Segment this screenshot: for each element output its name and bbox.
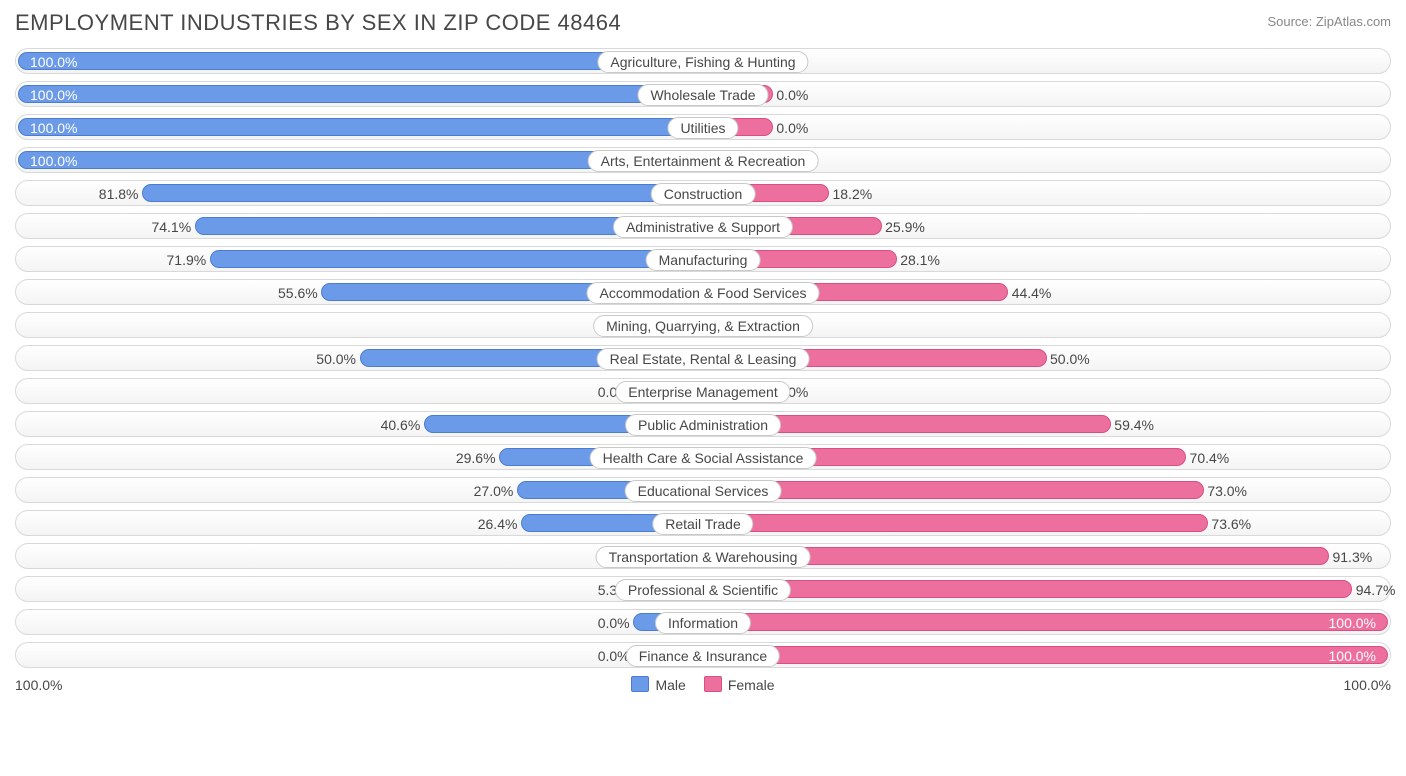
category-label: Wholesale Trade — [637, 84, 768, 106]
male-pct: 100.0% — [30, 82, 77, 108]
category-label: Finance & Insurance — [626, 645, 780, 667]
source-text: Source: ZipAtlas.com — [1267, 14, 1391, 29]
male-bar — [210, 250, 703, 268]
female-pct: 73.6% — [1211, 511, 1251, 537]
chart-row: 27.0% 73.0% Educational Services — [15, 477, 1391, 503]
chart-row: 100.0% 0.0% Utilities — [15, 114, 1391, 140]
female-pct: 59.4% — [1114, 412, 1154, 438]
male-pct: 40.6% — [381, 412, 421, 438]
chart-row: 26.4% 73.6% Retail Trade — [15, 510, 1391, 536]
male-pct: 50.0% — [316, 346, 356, 372]
chart-row: 74.1% 25.9% Administrative & Support — [15, 213, 1391, 239]
category-label: Manufacturing — [646, 249, 761, 271]
male-pct: 100.0% — [30, 115, 77, 141]
female-pct: 100.0% — [1329, 643, 1376, 669]
header: EMPLOYMENT INDUSTRIES BY SEX IN ZIP CODE… — [15, 10, 1391, 36]
category-label: Professional & Scientific — [615, 579, 791, 601]
chart-row: 0.0%0.0%Enterprise Management — [15, 378, 1391, 404]
category-label: Enterprise Management — [615, 381, 790, 403]
male-pct: 100.0% — [30, 49, 77, 75]
female-pct: 0.0% — [776, 82, 808, 108]
chart-row: 0.0% 100.0% Information — [15, 609, 1391, 635]
male-pct: 81.8% — [99, 181, 139, 207]
legend-female: Female — [704, 676, 775, 693]
female-pct: 44.4% — [1012, 280, 1052, 306]
legend-female-label: Female — [728, 677, 775, 693]
male-bar — [18, 85, 703, 103]
female-swatch — [704, 676, 722, 692]
legend-center: Male Female — [631, 676, 774, 693]
category-label: Arts, Entertainment & Recreation — [588, 150, 819, 172]
female-pct: 18.2% — [832, 181, 872, 207]
category-label: Health Care & Social Assistance — [590, 447, 817, 469]
chart-row: 0.0%100.0%Finance & Insurance — [15, 642, 1391, 668]
male-pct: 0.0% — [598, 610, 630, 636]
female-pct: 70.4% — [1190, 445, 1230, 471]
category-label: Construction — [651, 183, 756, 205]
category-label: Educational Services — [625, 480, 782, 502]
category-label: Public Administration — [625, 414, 781, 436]
chart-row: 100.0% 0.0% Wholesale Trade — [15, 81, 1391, 107]
male-pct: 55.6% — [278, 280, 318, 306]
male-pct: 100.0% — [30, 148, 77, 174]
male-pct: 74.1% — [151, 214, 191, 240]
female-pct: 50.0% — [1050, 346, 1090, 372]
chart-row: 50.0% 50.0% Real Estate, Rental & Leasing — [15, 345, 1391, 371]
male-swatch — [631, 676, 649, 692]
chart-title: EMPLOYMENT INDUSTRIES BY SEX IN ZIP CODE… — [15, 10, 621, 36]
category-label: Agriculture, Fishing & Hunting — [597, 51, 808, 73]
female-pct: 91.3% — [1332, 544, 1372, 570]
chart-row: 81.8% 18.2% Construction — [15, 180, 1391, 206]
category-label: Utilities — [667, 117, 738, 139]
female-pct: 100.0% — [1329, 610, 1376, 636]
female-pct: 94.7% — [1356, 577, 1396, 603]
axis-right-label: 100.0% — [1344, 677, 1391, 693]
female-pct: 0.0% — [776, 115, 808, 141]
chart-row: 100.0%0.0%Arts, Entertainment & Recreati… — [15, 147, 1391, 173]
chart-row: 0.0%0.0%Mining, Quarrying, & Extraction — [15, 312, 1391, 338]
chart-row: 29.6% 70.4% Health Care & Social Assistanc… — [15, 444, 1391, 470]
male-pct: 26.4% — [478, 511, 518, 537]
male-bar — [18, 118, 703, 136]
female-pct: 25.9% — [885, 214, 925, 240]
female-bar — [703, 646, 1388, 664]
legend: 100.0% Male Female 100.0% — [15, 676, 1391, 693]
chart-row: 100.0%0.0%Agriculture, Fishing & Hunting — [15, 48, 1391, 74]
chart-row: 71.9% 28.1% Manufacturing — [15, 246, 1391, 272]
category-label: Administrative & Support — [613, 216, 793, 238]
category-label: Retail Trade — [652, 513, 753, 535]
male-pct: 29.6% — [456, 445, 496, 471]
male-pct: 27.0% — [474, 478, 514, 504]
female-bar — [703, 613, 1388, 631]
category-label: Information — [655, 612, 751, 634]
chart-row: 55.6% 44.4% Accommodation & Food Services — [15, 279, 1391, 305]
chart-row: 40.6% 59.4% Public Administration — [15, 411, 1391, 437]
male-bar — [142, 184, 703, 202]
chart-row: 5.3%94.7%Professional & Scientific — [15, 576, 1391, 602]
female-pct: 73.0% — [1207, 478, 1247, 504]
axis-left-label: 100.0% — [15, 677, 62, 693]
category-label: Accommodation & Food Services — [587, 282, 820, 304]
diverging-bar-chart: 100.0%0.0%Agriculture, Fishing & Hunting… — [15, 48, 1391, 668]
chart-row: 8.7%91.3%Transportation & Warehousing — [15, 543, 1391, 569]
female-bar — [703, 514, 1208, 532]
male-pct: 71.9% — [167, 247, 207, 273]
category-label: Transportation & Warehousing — [596, 546, 811, 568]
female-bar — [703, 580, 1352, 598]
category-label: Real Estate, Rental & Leasing — [597, 348, 810, 370]
legend-male: Male — [631, 676, 685, 693]
category-label: Mining, Quarrying, & Extraction — [593, 315, 813, 337]
female-pct: 28.1% — [900, 247, 940, 273]
legend-male-label: Male — [655, 677, 685, 693]
